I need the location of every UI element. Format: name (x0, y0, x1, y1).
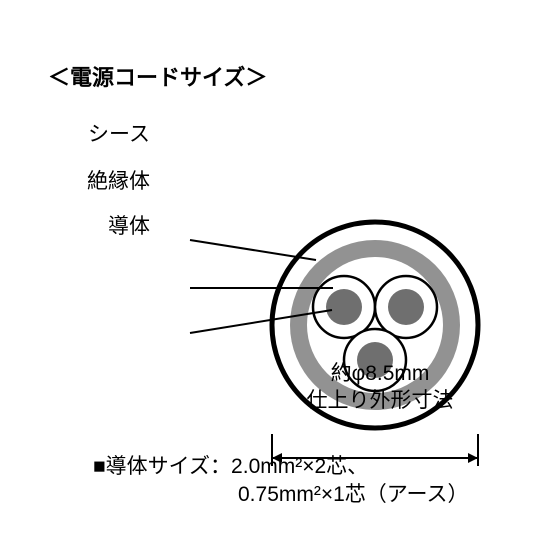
dimension-label: 約φ8.5mm 仕上り外形寸法 (270, 360, 490, 415)
dimension-desc: 仕上り外形寸法 (307, 389, 454, 412)
conductor-size-note: ■導体サイズ：2.0mm²×2芯、 0.75mm²×1芯（アース） (93, 453, 468, 510)
footer-line1: ■導体サイズ：2.0mm²×2芯、 (93, 455, 368, 478)
cable-diagram: シース 絶縁体 導体 約φ8.5mm 仕上り外形寸法 (30, 110, 530, 370)
page: ＜電源コードサイズ＞ シース 絶縁体 導体 約φ8.5mm 仕上り外形寸法 ■導… (0, 0, 560, 560)
diagram-title: ＜電源コードサイズ＞ (48, 60, 267, 92)
dimension-value: 約φ8.5mm (331, 362, 430, 385)
footer-line2: 0.75mm²×1芯（アース） (93, 481, 468, 509)
cable-svg (30, 110, 530, 480)
